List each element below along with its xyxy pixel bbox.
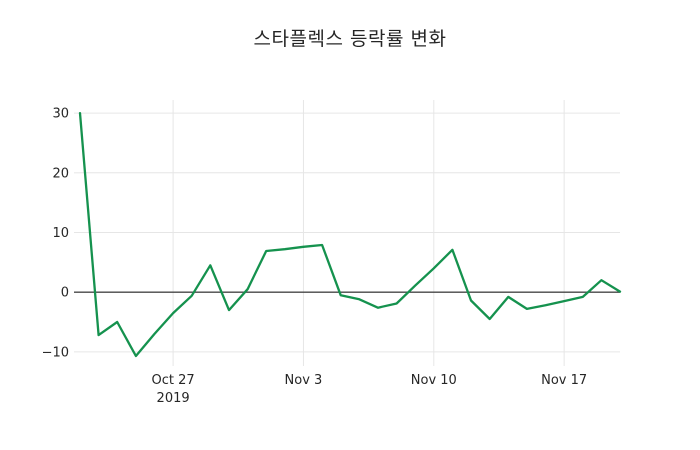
y-tick-label: −10	[42, 345, 69, 360]
y-tick-label: 0	[61, 286, 69, 301]
x-tick-label: Oct 27	[152, 373, 195, 388]
y-tick-label: 10	[52, 226, 69, 241]
y-tick-label: 20	[52, 166, 69, 181]
x-tick-label: Nov 17	[541, 373, 587, 388]
y-tick-label: 30	[52, 107, 69, 122]
x-tick-label: Nov 10	[411, 373, 457, 388]
x-tick-year-label: 2019	[157, 391, 190, 406]
chart-title: 스타플렉스 등락률 변화	[253, 28, 447, 50]
price-change-line	[78, 111, 622, 358]
x-tick-label: Nov 3	[285, 373, 323, 388]
